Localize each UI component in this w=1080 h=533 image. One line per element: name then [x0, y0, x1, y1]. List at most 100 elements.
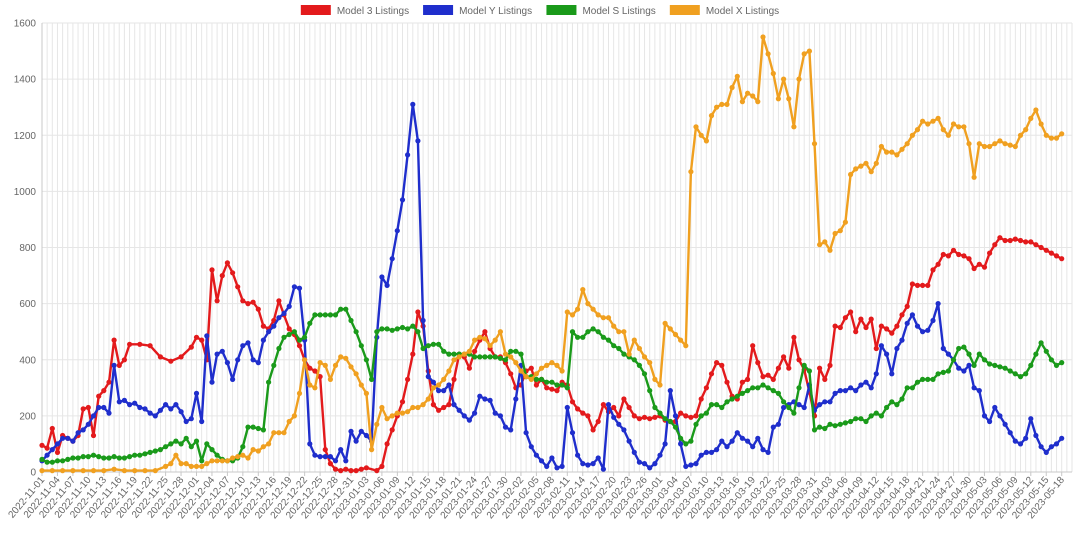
data-point[interactable]: [85, 454, 91, 460]
data-point[interactable]: [631, 357, 637, 363]
data-point[interactable]: [873, 371, 879, 377]
data-point[interactable]: [894, 345, 900, 352]
data-point[interactable]: [832, 230, 838, 237]
data-point[interactable]: [70, 438, 76, 444]
data-point[interactable]: [863, 418, 869, 425]
data-point[interactable]: [564, 404, 570, 411]
data-point[interactable]: [142, 406, 148, 412]
data-point[interactable]: [235, 284, 241, 290]
data-point[interactable]: [760, 374, 766, 380]
data-point[interactable]: [322, 312, 328, 318]
data-point[interactable]: [255, 360, 261, 366]
data-point[interactable]: [703, 138, 710, 144]
data-point[interactable]: [296, 285, 303, 291]
data-point[interactable]: [621, 396, 627, 402]
data-point[interactable]: [894, 323, 900, 329]
data-point[interactable]: [394, 228, 400, 234]
data-point[interactable]: [853, 416, 859, 422]
data-point[interactable]: [765, 51, 771, 57]
data-point[interactable]: [672, 413, 679, 419]
data-point[interactable]: [472, 337, 478, 343]
data-point[interactable]: [688, 438, 694, 444]
data-point[interactable]: [80, 468, 86, 474]
data-point[interactable]: [307, 382, 313, 388]
data-point[interactable]: [1053, 253, 1060, 259]
data-point[interactable]: [760, 382, 766, 388]
data-point[interactable]: [786, 404, 792, 411]
data-point[interactable]: [956, 345, 962, 352]
data-point[interactable]: [848, 171, 854, 178]
data-point[interactable]: [817, 424, 823, 430]
data-point[interactable]: [384, 326, 390, 332]
data-point[interactable]: [909, 132, 916, 138]
data-point[interactable]: [296, 343, 303, 349]
data-point[interactable]: [65, 435, 71, 441]
data-point[interactable]: [482, 336, 488, 342]
data-point[interactable]: [168, 461, 174, 467]
data-point[interactable]: [641, 414, 648, 420]
data-point[interactable]: [708, 113, 715, 119]
data-point[interactable]: [338, 306, 344, 312]
data-point[interactable]: [384, 282, 390, 288]
data-point[interactable]: [1028, 362, 1034, 368]
data-point[interactable]: [729, 396, 735, 402]
data-point[interactable]: [116, 399, 122, 405]
data-point[interactable]: [899, 312, 905, 318]
data-point[interactable]: [286, 418, 292, 425]
data-point[interactable]: [384, 441, 390, 447]
data-point[interactable]: [518, 368, 524, 374]
data-point[interactable]: [945, 253, 952, 259]
data-point[interactable]: [961, 344, 967, 350]
data-point[interactable]: [549, 379, 555, 385]
data-point[interactable]: [405, 409, 411, 415]
data-point[interactable]: [909, 281, 916, 287]
data-point[interactable]: [575, 334, 581, 340]
data-point[interactable]: [1017, 132, 1024, 138]
data-point[interactable]: [600, 334, 607, 340]
data-point[interactable]: [188, 463, 194, 469]
data-point[interactable]: [544, 385, 550, 391]
data-point[interactable]: [183, 418, 189, 425]
data-point[interactable]: [137, 452, 143, 458]
data-point[interactable]: [101, 455, 107, 461]
data-point[interactable]: [976, 261, 982, 267]
data-point[interactable]: [1023, 239, 1029, 245]
data-point[interactable]: [410, 351, 416, 357]
data-point[interactable]: [260, 323, 266, 329]
data-point[interactable]: [884, 404, 890, 411]
data-point[interactable]: [621, 329, 627, 335]
data-point[interactable]: [945, 368, 952, 374]
data-point[interactable]: [291, 329, 297, 335]
data-point[interactable]: [281, 334, 287, 340]
data-point[interactable]: [508, 348, 514, 354]
data-point[interactable]: [240, 452, 246, 458]
data-point[interactable]: [96, 454, 102, 460]
data-point[interactable]: [199, 337, 205, 343]
data-point[interactable]: [1028, 115, 1034, 121]
data-point[interactable]: [734, 430, 740, 436]
data-point[interactable]: [966, 351, 972, 357]
data-point[interactable]: [348, 317, 354, 324]
data-point[interactable]: [647, 360, 653, 366]
data-point[interactable]: [837, 324, 843, 331]
data-point[interactable]: [585, 462, 591, 468]
data-point[interactable]: [286, 326, 292, 332]
data-point[interactable]: [54, 449, 61, 455]
data-point[interactable]: [611, 414, 617, 420]
data-point[interactable]: [683, 343, 689, 349]
data-point[interactable]: [842, 315, 849, 321]
data-point[interactable]: [1017, 374, 1024, 380]
data-point[interactable]: [374, 468, 380, 474]
data-point[interactable]: [667, 418, 673, 425]
data-point[interactable]: [410, 323, 416, 329]
data-point[interactable]: [667, 388, 673, 394]
data-point[interactable]: [549, 386, 555, 392]
data-point[interactable]: [209, 458, 215, 464]
data-point[interactable]: [791, 410, 797, 416]
data-point[interactable]: [770, 388, 776, 394]
data-point[interactable]: [49, 447, 55, 453]
data-point[interactable]: [317, 374, 323, 380]
data-point[interactable]: [240, 298, 246, 304]
data-point[interactable]: [904, 141, 910, 147]
data-point[interactable]: [348, 364, 354, 370]
